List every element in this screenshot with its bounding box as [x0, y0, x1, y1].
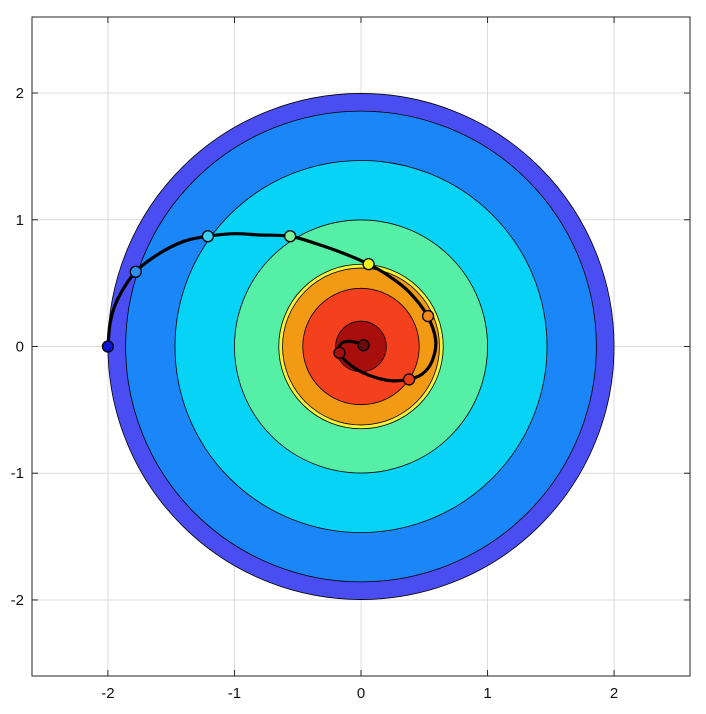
x-tick-label: 2 — [610, 685, 618, 702]
y-tick-label: -2 — [11, 592, 24, 609]
trajectory-marker-2 — [201, 230, 215, 243]
y-tick-label: 1 — [16, 212, 24, 229]
trajectory-marker-5 — [421, 309, 435, 323]
y-tick-label: 0 — [16, 339, 24, 356]
trajectory-marker-6 — [402, 373, 416, 386]
y-tick-label: 2 — [16, 85, 24, 102]
axis-ticks: -2 -1 0 1 2 -2 -1 0 1 2 — [11, 17, 690, 702]
y-tick-label: -1 — [11, 465, 24, 482]
trajectory-marker-7 — [333, 346, 346, 359]
x-tick-label: 0 — [357, 685, 365, 702]
trajectory-marker-4 — [362, 257, 375, 271]
trajectory-marker-0 — [101, 340, 115, 353]
trajectory-marker-8 — [357, 339, 370, 352]
x-tick-label: 1 — [483, 685, 491, 702]
trajectory-marker-3 — [283, 230, 297, 243]
x-tick-label: -2 — [101, 685, 114, 702]
trajectory-markers — [101, 230, 435, 386]
x-tick-label: -1 — [228, 685, 241, 702]
trajectory-marker-1 — [129, 265, 142, 278]
